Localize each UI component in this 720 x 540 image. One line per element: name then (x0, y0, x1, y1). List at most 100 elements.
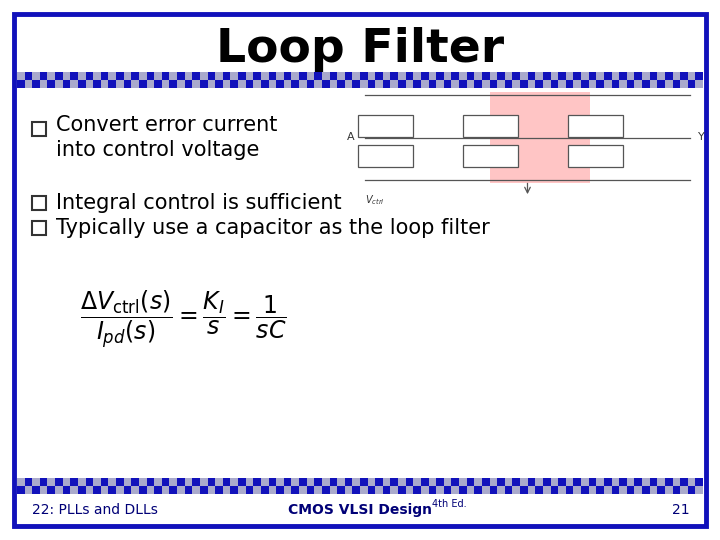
Bar (611, 478, 619, 494)
Bar (657, 72, 665, 88)
Bar (32, 478, 40, 494)
Bar (520, 72, 528, 80)
Bar (444, 478, 451, 486)
Bar (169, 72, 177, 80)
Bar (48, 478, 55, 494)
Bar (261, 478, 269, 494)
Bar (428, 72, 436, 80)
Bar (284, 72, 292, 80)
Bar (162, 478, 169, 486)
Bar (482, 72, 490, 80)
Bar (238, 72, 246, 80)
Bar (124, 72, 131, 80)
Bar (383, 478, 390, 494)
Bar (261, 478, 269, 486)
Bar (383, 72, 390, 80)
Bar (451, 72, 459, 80)
Bar (131, 72, 139, 88)
Bar (428, 478, 436, 486)
Bar (474, 72, 482, 80)
Bar (93, 72, 101, 80)
Bar (131, 478, 139, 494)
Bar (459, 478, 467, 494)
Bar (78, 72, 86, 88)
Bar (505, 72, 513, 80)
Bar (292, 478, 299, 486)
Text: CMOS VLSI Design: CMOS VLSI Design (288, 503, 432, 517)
Bar (169, 72, 177, 88)
Bar (169, 478, 177, 486)
Bar (71, 72, 78, 80)
Bar (467, 72, 474, 80)
Bar (358, 145, 413, 167)
Bar (528, 478, 535, 486)
Text: 22: PLLs and DLLs: 22: PLLs and DLLs (32, 503, 158, 517)
Bar (482, 72, 490, 88)
Bar (498, 478, 505, 494)
Bar (147, 72, 154, 80)
Bar (451, 72, 459, 88)
Bar (116, 478, 124, 494)
Bar (581, 72, 589, 80)
Bar (528, 478, 535, 494)
Bar (596, 478, 604, 486)
Bar (505, 72, 513, 88)
Bar (230, 478, 238, 486)
Bar (93, 478, 101, 486)
Bar (192, 478, 200, 494)
Bar (314, 72, 322, 80)
Bar (269, 478, 276, 486)
Bar (688, 72, 696, 88)
Bar (345, 478, 352, 486)
Bar (451, 478, 459, 486)
Bar (337, 72, 345, 80)
Bar (444, 72, 451, 80)
Bar (474, 478, 482, 494)
Bar (581, 478, 589, 486)
Bar (284, 478, 292, 494)
Bar (688, 478, 696, 486)
Bar (490, 478, 498, 486)
Bar (192, 72, 200, 80)
Bar (665, 72, 672, 80)
Bar (368, 478, 375, 486)
Bar (269, 72, 276, 88)
Bar (207, 478, 215, 494)
Bar (314, 478, 322, 486)
Bar (109, 478, 116, 494)
Bar (177, 478, 185, 494)
Text: into control voltage: into control voltage (56, 140, 259, 160)
Bar (596, 478, 604, 494)
Bar (619, 72, 627, 80)
Bar (513, 478, 520, 494)
Bar (337, 478, 345, 486)
Bar (71, 478, 78, 494)
Bar (63, 72, 71, 80)
Bar (162, 478, 169, 494)
Bar (185, 72, 192, 88)
Bar (413, 72, 421, 80)
Bar (490, 72, 498, 80)
Bar (375, 72, 383, 88)
Bar (276, 72, 284, 80)
Bar (421, 72, 428, 80)
Bar (398, 72, 406, 88)
Bar (642, 478, 649, 486)
Bar (368, 478, 375, 494)
Bar (32, 72, 40, 88)
Bar (642, 72, 649, 80)
Bar (360, 478, 368, 486)
Bar (185, 478, 192, 486)
Bar (299, 72, 307, 88)
Bar (498, 72, 505, 88)
Bar (238, 478, 246, 494)
Bar (558, 72, 566, 80)
Bar (124, 72, 131, 88)
Bar (482, 478, 490, 486)
Bar (551, 478, 558, 486)
Bar (642, 478, 649, 494)
Bar (139, 72, 147, 88)
Bar (358, 115, 413, 137)
Bar (93, 478, 101, 494)
Bar (71, 478, 78, 486)
